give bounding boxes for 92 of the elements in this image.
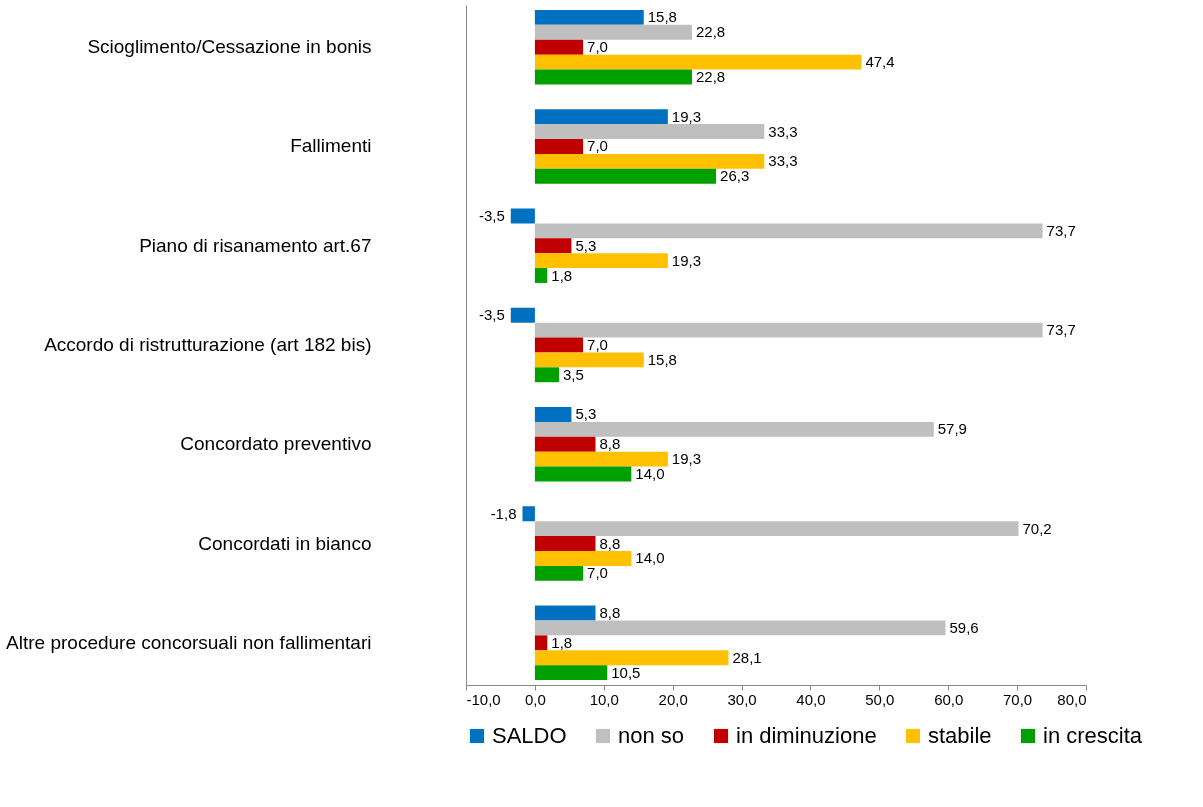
data-label: 57,9 (937, 420, 967, 438)
x-tick-label: 20,0 (658, 690, 688, 708)
x-tick-label: 30,0 (727, 690, 757, 708)
data-label: 73,7 (1046, 321, 1076, 339)
data-label: 59,6 (949, 618, 979, 636)
bar (534, 168, 717, 184)
bar (534, 268, 548, 283)
data-label: 7,0 (587, 564, 608, 582)
bar (534, 153, 765, 169)
bar (534, 421, 934, 437)
legend-label: in crescita (1043, 723, 1143, 748)
data-label: 26,3 (720, 167, 750, 185)
data-label: 7,0 (587, 137, 608, 155)
bar (534, 451, 668, 467)
data-label: 15,8 (647, 350, 677, 368)
data-label: 8,8 (599, 604, 621, 622)
bar (534, 436, 596, 452)
data-label: 10,5 (611, 663, 641, 681)
data-label: 33,3 (768, 152, 798, 170)
bar (534, 322, 1043, 338)
bar (510, 208, 535, 224)
x-tick-label: 50,0 (865, 690, 895, 708)
x-tick-label: 70,0 (1003, 690, 1033, 708)
data-label: 7,0 (587, 38, 608, 56)
data-label: 47,4 (865, 53, 895, 71)
data-label: 3,5 (563, 365, 584, 383)
bar (534, 337, 584, 353)
bar (534, 109, 668, 125)
x-tick-label: 60,0 (934, 690, 964, 708)
data-label: 8,8 (599, 435, 621, 453)
data-label: 15,8 (647, 8, 677, 26)
data-label: 22,8 (695, 23, 726, 41)
y-tick-label: Concordati in bianco (198, 532, 372, 554)
data-label: 5,3 (575, 236, 597, 254)
bar (534, 139, 584, 154)
bar (534, 238, 572, 254)
bar (534, 253, 668, 269)
bar (534, 565, 584, 581)
bar (534, 650, 729, 666)
x-tick-label: 10,0 (589, 690, 619, 708)
bar (534, 521, 1019, 537)
bar (534, 352, 644, 368)
data-label: 14,0 (635, 465, 665, 483)
x-tick-label: 80,0 (1057, 690, 1087, 708)
y-tick-label: Scioglimento/Cessazione in bonis (87, 36, 372, 58)
data-label: 7,0 (587, 336, 608, 353)
y-tick-label: Fallimenti (290, 135, 372, 157)
data-label: 33,3 (768, 122, 798, 140)
legend-label: stabile (928, 723, 992, 748)
data-label: -1,8 (490, 504, 517, 522)
y-tick-label: Concordato preventivo (180, 433, 372, 455)
bar (534, 550, 632, 566)
data-label: 14,0 (635, 549, 665, 567)
bar (534, 466, 632, 482)
data-label: 1,8 (551, 633, 573, 651)
data-label: 28,1 (732, 648, 762, 666)
bar (534, 9, 644, 25)
bar (522, 506, 535, 522)
data-label: 19,3 (671, 251, 702, 269)
bar (534, 39, 584, 55)
bar (534, 605, 596, 621)
y-tick-label: Piano di risanamento art.67 (139, 234, 372, 256)
data-label: 70,2 (1022, 519, 1052, 537)
legend-label: SALDO (492, 723, 567, 748)
bar (534, 407, 572, 422)
bar (510, 307, 535, 323)
bar (534, 620, 946, 636)
bar (534, 536, 596, 551)
x-tick-label: 0,0 (524, 690, 546, 708)
data-label: 19,3 (671, 450, 702, 468)
data-label: 1,8 (551, 266, 573, 284)
y-tick-label: Accordo di ristrutturazione (art 182 bis) (44, 334, 372, 355)
bar (534, 124, 765, 140)
x-tick-label: 40,0 (796, 690, 826, 708)
y-tick-label: Altre procedure concorsuali non fallimentari (6, 631, 372, 653)
legend-label: in diminuzione (736, 723, 877, 748)
data-label: 73,7 (1046, 221, 1076, 239)
bar (534, 69, 692, 85)
x-tick-label: -10,0 (466, 690, 501, 708)
bar (534, 223, 1043, 239)
bar (534, 367, 559, 383)
data-label: -3,5 (478, 206, 505, 224)
data-label: 19,3 (671, 107, 702, 125)
bar (534, 54, 862, 70)
bar (534, 665, 608, 681)
data-label: 22,8 (695, 67, 726, 85)
data-label: 5,3 (575, 405, 597, 423)
data-label: 8,8 (599, 534, 621, 552)
bar (534, 24, 692, 40)
bar (534, 635, 548, 651)
legend-label: non so (618, 723, 685, 748)
data-label: -3,5 (478, 306, 505, 324)
